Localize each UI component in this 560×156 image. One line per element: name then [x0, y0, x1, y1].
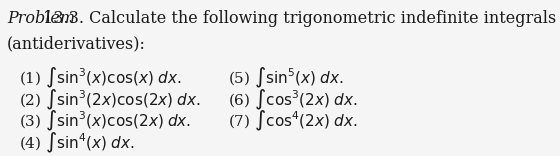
Text: 13.3. Calculate the following trigonometric indefinite integrals: 13.3. Calculate the following trigonomet… — [43, 10, 556, 27]
Text: (antiderivatives):: (antiderivatives): — [7, 36, 146, 53]
Text: (5) $\int \sin^5\!(x)\;dx.$: (5) $\int \sin^5\!(x)\;dx.$ — [228, 66, 344, 90]
Text: (7) $\int \cos^4\!(2x)\;dx.$: (7) $\int \cos^4\!(2x)\;dx.$ — [228, 109, 358, 133]
Text: (1) $\int \sin^3\!(x)\cos(x)\;dx.$: (1) $\int \sin^3\!(x)\cos(x)\;dx.$ — [19, 66, 181, 90]
Text: (2) $\int \sin^3\!(2x)\cos(2x)\;dx.$: (2) $\int \sin^3\!(2x)\cos(2x)\;dx.$ — [19, 88, 201, 112]
Text: (4) $\int \sin^4\!(x)\;dx.$: (4) $\int \sin^4\!(x)\;dx.$ — [19, 131, 135, 155]
Text: Problem: Problem — [7, 10, 75, 27]
Text: (3) $\int \sin^3\!(x)\cos(2x)\;dx.$: (3) $\int \sin^3\!(x)\cos(2x)\;dx.$ — [19, 109, 191, 133]
Text: (6) $\int \cos^3\!(2x)\;dx.$: (6) $\int \cos^3\!(2x)\;dx.$ — [228, 88, 358, 112]
